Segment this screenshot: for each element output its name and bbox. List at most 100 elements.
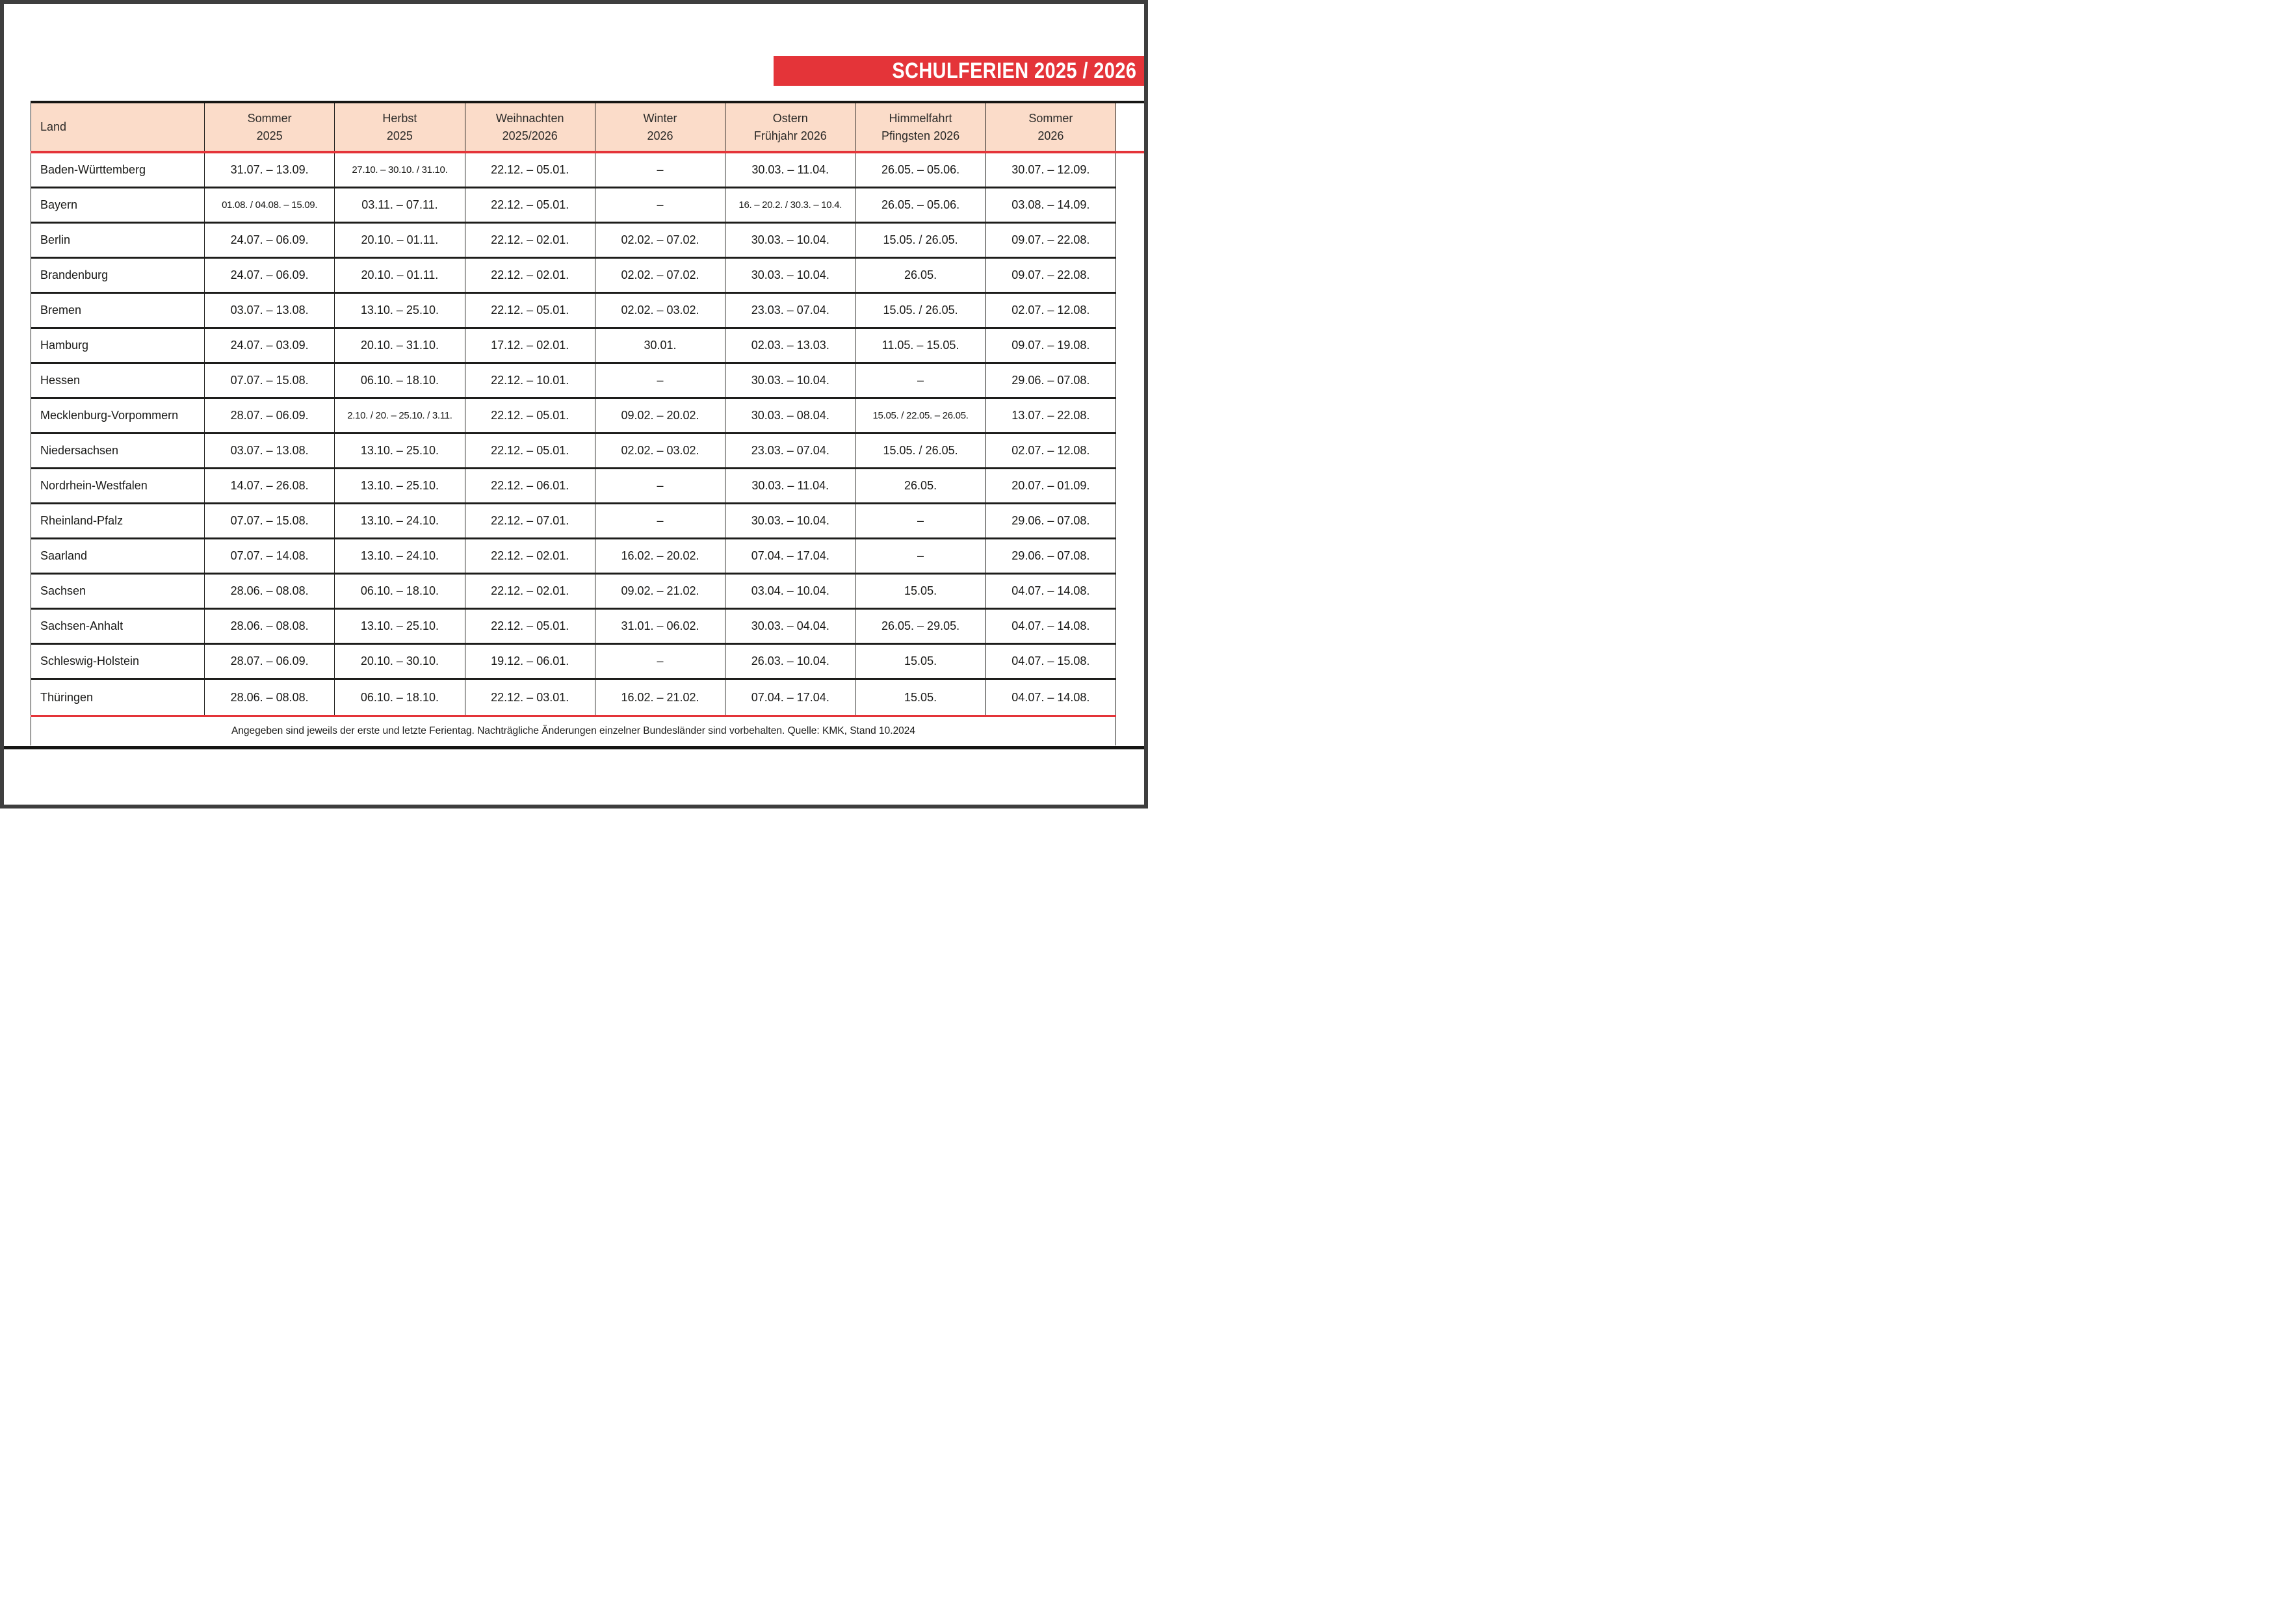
date-cell: 22.12. – 03.01.	[464, 680, 595, 715]
table-row: Mecklenburg-Vorpommern 28.07. – 06.09. 2.1…	[31, 399, 1115, 434]
title-banner: SCHULFERIEN 2025 / 2026	[774, 56, 1144, 86]
date-cell: –	[594, 469, 725, 502]
date-cell: 02.02. – 03.02.	[594, 294, 725, 327]
date-cell: 29.06. – 07.08.	[985, 539, 1115, 573]
date-cell: 26.03. – 10.04.	[725, 645, 855, 678]
date-cell: 15.05.	[855, 680, 985, 715]
date-cell: 29.06. – 07.08.	[985, 364, 1115, 397]
header-label: Winter	[643, 112, 677, 125]
header-label: Frühjahr 2026	[753, 129, 827, 142]
date-cell: 30.03. – 08.04.	[725, 399, 855, 432]
date-cell: 26.05. – 29.05.	[855, 610, 985, 643]
table-row: Rheinland-Pfalz 07.07. – 15.08. 13.10. – 2…	[31, 504, 1115, 539]
date-cell: 02.02. – 07.02.	[594, 259, 725, 292]
land-cell: Hessen	[40, 374, 81, 387]
table-row: Brandenburg 24.07. – 06.09. 20.10. – 01.11…	[31, 259, 1115, 294]
date-cell: 07.04. – 17.04.	[725, 680, 855, 715]
land-cell: Berlin	[40, 233, 71, 246]
date-cell: 16.02. – 21.02.	[594, 680, 725, 715]
date-cell: 22.12. – 05.01.	[464, 188, 595, 222]
date-cell: 13.07. – 22.08.	[985, 399, 1115, 432]
land-cell: Hamburg	[40, 339, 89, 352]
date-cell: 15.05.	[855, 575, 985, 608]
date-cell: 20.10. – 30.10.	[334, 645, 464, 678]
date-cell: 13.10. – 24.10.	[334, 539, 464, 573]
header-label: 2025	[386, 129, 413, 142]
table-row: Niedersachsen 03.07. – 13.08. 13.10. – 25.…	[31, 434, 1115, 469]
date-cell: –	[594, 504, 725, 537]
date-cell: 20.10. – 01.11.	[334, 224, 464, 257]
date-cell: –	[594, 364, 725, 397]
date-cell: 09.02. – 21.02.	[594, 575, 725, 608]
header-red-rule	[31, 151, 1144, 153]
holiday-table-body: Baden-Württemberg 31.07. – 13.09. 27.10. –…	[31, 153, 1116, 715]
header-cell-ostern-2026: Ostern Frühjahr 2026	[725, 103, 855, 151]
date-cell: 22.12. – 02.01.	[464, 259, 595, 292]
date-cell: 27.10. – 30.10. / 31.10.	[334, 153, 464, 187]
date-cell: 11.05. – 15.05.	[855, 329, 985, 362]
table-row: Bremen 03.07. – 13.08. 13.10. – 25.10. 22.1…	[31, 294, 1115, 329]
date-cell: 26.05. – 05.06.	[855, 153, 985, 187]
table-row: Schleswig-Holstein 28.07. – 06.09. 20.10. …	[31, 645, 1115, 680]
header-cell-sommer-2026: Sommer 2026	[985, 103, 1115, 151]
table-header: Land Sommer 2025 Herbst 2025 Weihnachten…	[31, 103, 1116, 151]
date-cell: 15.05. / 26.05.	[855, 224, 985, 257]
page-title: SCHULFERIEN 2025 / 2026	[892, 58, 1136, 83]
date-cell: 16.02. – 20.02.	[594, 539, 725, 573]
date-cell: –	[594, 153, 725, 187]
header-label: Land	[40, 120, 67, 134]
date-cell: 28.07. – 06.09.	[204, 645, 334, 678]
date-cell: 30.03. – 10.04.	[725, 364, 855, 397]
date-cell: 29.06. – 07.08.	[985, 504, 1115, 537]
date-cell: 04.07. – 14.08.	[985, 610, 1115, 643]
table-row: Saarland 07.07. – 14.08. 13.10. – 24.10. 22…	[31, 539, 1115, 575]
date-cell: 15.05. / 26.05.	[855, 434, 985, 467]
table-row: Thüringen 28.06. – 08.08. 06.10. – 18.10. 2…	[31, 680, 1115, 715]
header-cell-land: Land	[31, 103, 204, 151]
date-cell: 02.07. – 12.08.	[985, 434, 1115, 467]
land-cell: Niedersachsen	[40, 444, 119, 457]
table-row: Sachsen-Anhalt 28.06. – 08.08. 13.10. – 25…	[31, 610, 1115, 645]
header-label: 2026	[1037, 129, 1064, 142]
date-cell: 22.12. – 05.01.	[464, 399, 595, 432]
land-cell: Sachsen-Anhalt	[40, 619, 124, 632]
date-cell: 30.03. – 11.04.	[725, 469, 855, 502]
header-label: 2025/2026	[502, 129, 558, 142]
date-cell: 22.12. – 05.01.	[464, 294, 595, 327]
header-label: Pfingsten 2026	[881, 129, 960, 142]
table-row: Berlin 24.07. – 06.09. 20.10. – 01.11. 22.1…	[31, 224, 1115, 259]
land-cell: Bremen	[40, 304, 82, 317]
table-row: Sachsen 28.06. – 08.08. 06.10. – 18.10. 22.…	[31, 575, 1115, 610]
date-cell: 24.07. – 06.09.	[204, 224, 334, 257]
bottom-rule	[4, 746, 1144, 749]
date-cell: 20.10. – 31.10.	[334, 329, 464, 362]
date-cell: –	[855, 504, 985, 537]
date-cell: 04.07. – 14.08.	[985, 680, 1115, 715]
date-cell: 31.07. – 13.09.	[204, 153, 334, 187]
date-cell: 07.07. – 15.08.	[204, 364, 334, 397]
date-cell: 15.05.	[855, 645, 985, 678]
header-label: Sommer	[247, 112, 292, 125]
date-cell: 22.12. – 02.01.	[464, 539, 595, 573]
date-cell: 22.12. – 06.01.	[464, 469, 595, 502]
date-cell: 30.03. – 10.04.	[725, 224, 855, 257]
date-cell: 01.08. / 04.08. – 15.09.	[204, 188, 334, 222]
header-label: 2025	[256, 129, 283, 142]
date-cell: 31.01. – 06.02.	[594, 610, 725, 643]
date-cell: 03.04. – 10.04.	[725, 575, 855, 608]
land-cell: Brandenburg	[40, 268, 109, 281]
land-cell: Saarland	[40, 549, 88, 562]
date-cell: 13.10. – 24.10.	[334, 504, 464, 537]
date-cell: 24.07. – 03.09.	[204, 329, 334, 362]
date-cell: 28.06. – 08.08.	[204, 575, 334, 608]
date-cell: 22.12. – 02.01.	[464, 575, 595, 608]
land-cell: Mecklenburg-Vorpommern	[40, 409, 179, 422]
date-cell: 30.03. – 11.04.	[725, 153, 855, 187]
date-cell: 26.05.	[855, 469, 985, 502]
date-cell: 03.11. – 07.11.	[334, 188, 464, 222]
header-cell-sommer-2025: Sommer 2025	[204, 103, 334, 151]
land-cell: Schleswig-Holstein	[40, 654, 140, 667]
date-cell: 30.01.	[594, 329, 725, 362]
page-frame: { "page": { "title": "SCHULFERIEN 2025 /…	[0, 0, 1148, 808]
table-top-rule	[31, 101, 1144, 103]
